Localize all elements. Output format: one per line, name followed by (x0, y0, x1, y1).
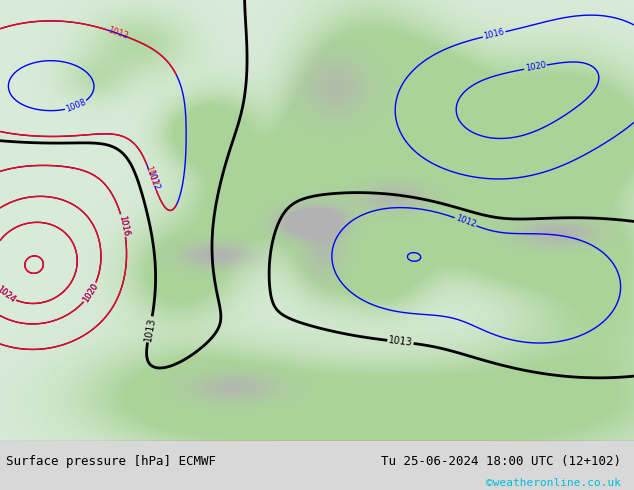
Text: 1012: 1012 (145, 169, 160, 192)
Text: 1012: 1012 (454, 214, 477, 230)
Text: 1008: 1008 (65, 98, 87, 114)
Text: 1020: 1020 (524, 61, 547, 74)
Text: 1020: 1020 (81, 281, 100, 304)
Text: 1013: 1013 (387, 336, 413, 348)
Text: Tu 25-06-2024 18:00 UTC (12+102): Tu 25-06-2024 18:00 UTC (12+102) (381, 455, 621, 468)
Text: 1016: 1016 (117, 214, 130, 237)
Text: Surface pressure [hPa] ECMWF: Surface pressure [hPa] ECMWF (6, 455, 216, 468)
Text: 1024: 1024 (0, 284, 17, 304)
Text: 1012: 1012 (106, 25, 129, 41)
Text: ©weatheronline.co.uk: ©weatheronline.co.uk (486, 478, 621, 488)
Text: 1020: 1020 (81, 281, 100, 304)
Text: 1016: 1016 (117, 214, 130, 237)
Text: 1013: 1013 (143, 317, 157, 343)
Text: 1024: 1024 (0, 284, 17, 304)
Text: 1016: 1016 (483, 27, 505, 41)
Text: 1012: 1012 (143, 164, 158, 187)
